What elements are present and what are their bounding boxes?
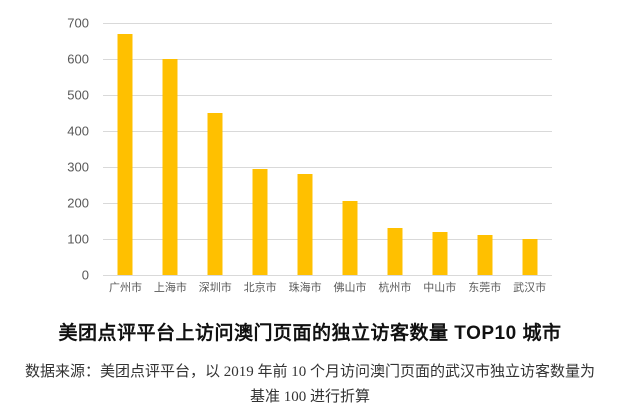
y-tick-label: 600	[67, 51, 89, 67]
gridline	[103, 59, 552, 60]
x-axis-label: 东莞市	[468, 282, 502, 294]
x-axis-label: 中山市	[423, 282, 457, 294]
gridline	[103, 275, 552, 276]
y-tick-label: 100	[67, 231, 89, 247]
gridline	[103, 95, 552, 96]
bar-slot	[103, 23, 148, 275]
x-axis-label: 武汉市	[513, 282, 547, 294]
bar-slot	[148, 23, 193, 275]
bar-杭州市	[387, 228, 403, 275]
x-axis-category-labels: 广州市 上海市 深圳市 北京市 珠海市 佛山市 杭州市 中山市 东莞市 武汉市	[103, 282, 552, 295]
y-tick-label: 700	[67, 15, 89, 31]
bar-slot	[462, 23, 507, 275]
gridline	[103, 239, 552, 240]
bar-series	[103, 23, 552, 275]
bar-slot	[238, 23, 283, 275]
y-tick-label: 200	[67, 195, 89, 211]
x-axis-label: 佛山市	[333, 282, 367, 294]
bar-上海市	[162, 59, 178, 275]
gridline	[103, 167, 552, 168]
gridline	[103, 203, 552, 204]
bar-北京市	[252, 168, 268, 275]
bar-珠海市	[297, 174, 313, 275]
bar-slot	[328, 23, 373, 275]
bar-slot	[193, 23, 238, 275]
bar-slot	[372, 23, 417, 275]
y-tick-label: 300	[67, 159, 89, 175]
bar-slot	[283, 23, 328, 275]
bar-佛山市	[342, 201, 358, 275]
bar-slot	[417, 23, 462, 275]
data-source-note: 数据来源：美团点评平台，以 2019 年前 10 个月访问澳门页面的武汉市独立访…	[24, 364, 595, 405]
y-tick-label: 0	[81, 267, 89, 283]
x-axis-label: 珠海市	[288, 282, 322, 294]
gridline	[103, 23, 552, 24]
x-axis-label: 北京市	[243, 282, 277, 294]
x-axis-label: 深圳市	[198, 282, 232, 294]
bar-东莞市	[477, 235, 493, 275]
bar-广州市	[117, 33, 133, 275]
bar-slot	[507, 23, 552, 275]
x-axis-label: 杭州市	[378, 282, 412, 294]
y-tick-label: 400	[67, 123, 89, 139]
y-tick-label: 500	[67, 87, 89, 103]
x-axis-label: 上海市	[153, 282, 187, 294]
bar-武汉市	[522, 239, 538, 275]
plot-area: 0 100 200 300 400 500 600 700	[67, 17, 552, 282]
bar-深圳市	[207, 113, 223, 275]
x-axis-label: 广州市	[108, 282, 142, 294]
bar-中山市	[432, 231, 448, 275]
chart-title: 美团点评平台上访问澳门页面的独立访客数量 TOP10 城市	[58, 323, 562, 344]
gridline	[103, 131, 552, 132]
